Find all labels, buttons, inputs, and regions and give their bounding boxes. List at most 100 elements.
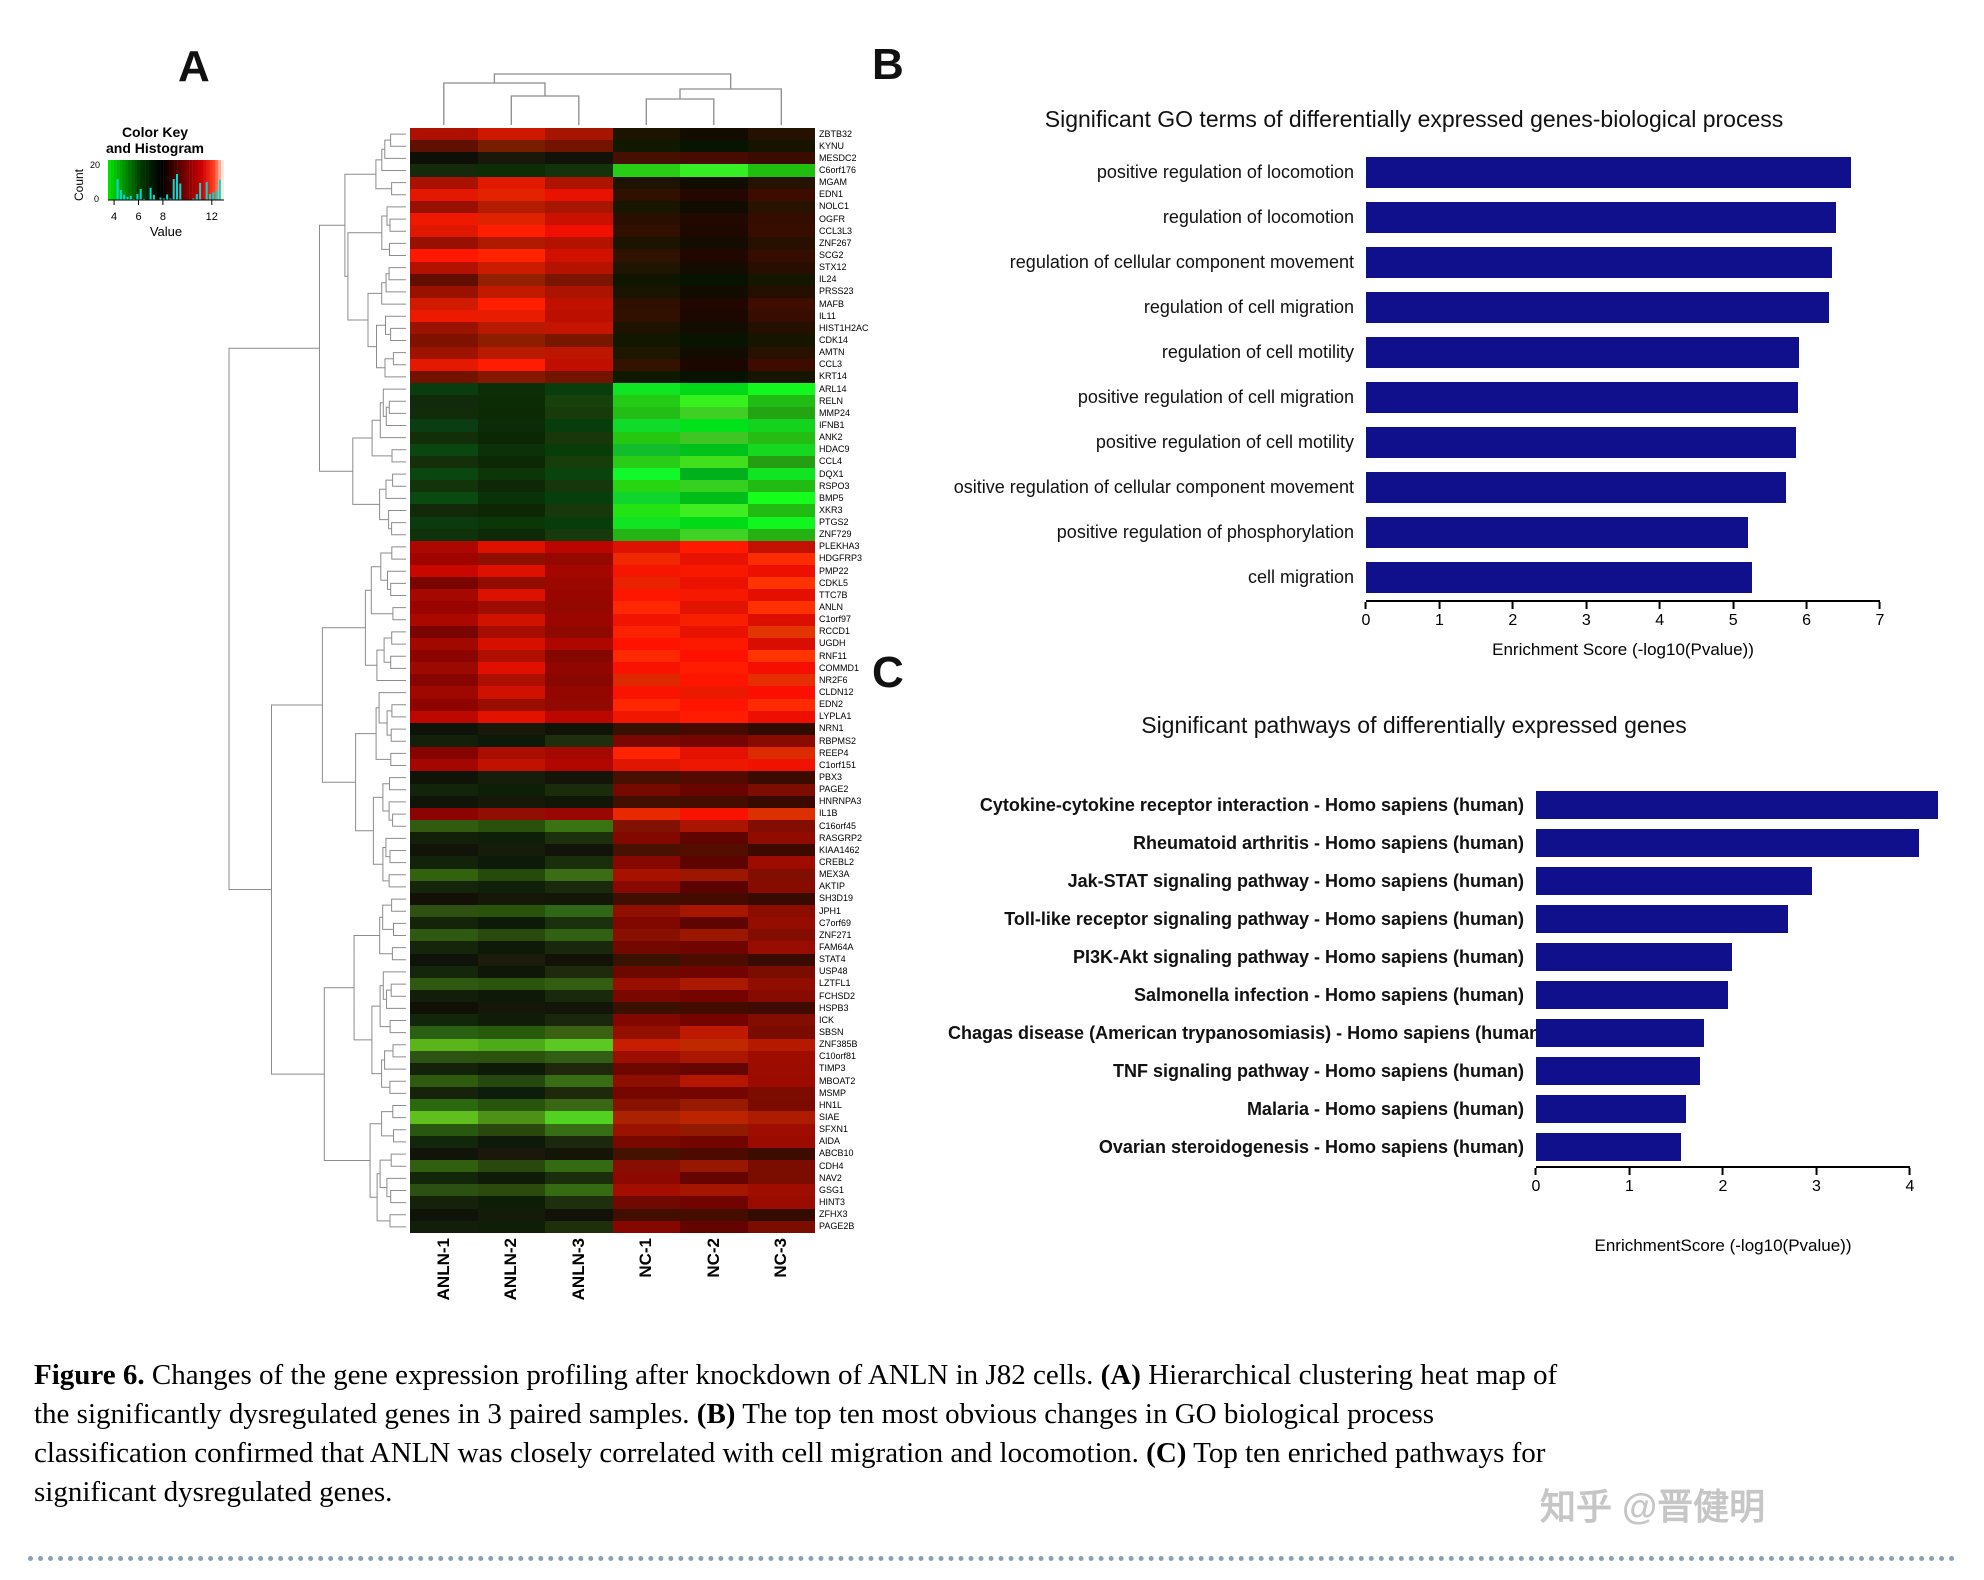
heatmap-cell xyxy=(747,1087,815,1100)
gene-label: ANLN xyxy=(819,602,844,613)
heatmap-cell xyxy=(680,905,748,918)
heatmap-cell xyxy=(612,759,680,772)
heatmap-row xyxy=(410,322,815,335)
bar-label: PI3K-Akt signaling pathway - Homo sapien… xyxy=(1072,946,1524,967)
heatmap-cell xyxy=(477,164,545,177)
go-axis-spacer xyxy=(948,600,1366,634)
heatmap-cell xyxy=(477,1159,545,1173)
axis-tick: 4 xyxy=(1655,602,1664,630)
bar-label: Malaria - Homo sapiens (human) xyxy=(1246,1098,1524,1119)
heatmap-cell xyxy=(612,492,680,505)
color-key-title-line1: Color Key xyxy=(121,124,189,140)
heatmap-cell xyxy=(747,771,815,784)
bar xyxy=(1366,517,1748,548)
heatmap-cell xyxy=(680,358,748,371)
heatmap-cell xyxy=(477,1062,545,1075)
heatmap-cell xyxy=(747,735,815,748)
heatmap-cell xyxy=(747,322,815,335)
bar xyxy=(1366,337,1800,368)
heatmap-cell xyxy=(612,1014,680,1027)
bar xyxy=(1366,292,1829,323)
heatmap-cell xyxy=(612,965,680,978)
color-key-title-line2: and Histogram xyxy=(105,140,204,157)
bar xyxy=(1366,157,1851,188)
heatmap-cell xyxy=(747,1196,815,1209)
heatmap-cell xyxy=(410,892,478,905)
heatmap-cell xyxy=(747,370,815,383)
bar-row: Salmonella infection - Homo sapiens (hum… xyxy=(948,976,1910,1014)
sample-label: ANLN-1 xyxy=(410,1238,478,1334)
bar-label: Ovarian steroidogenesis - Homo sapiens (… xyxy=(1098,1136,1524,1157)
bar xyxy=(1536,791,1939,819)
heatmap-cell xyxy=(410,783,478,796)
axis-tick: 1 xyxy=(1625,1168,1634,1196)
color-key-body: Count 20 0 xyxy=(70,160,240,210)
heatmap-cell xyxy=(545,164,613,177)
heatmap-cell xyxy=(680,1050,748,1063)
heatmap-cell xyxy=(612,1111,680,1124)
bar-row: regulation of cell migration xyxy=(948,285,1880,330)
heatmap-row xyxy=(410,844,815,857)
value-tick: 8 xyxy=(159,211,166,224)
heatmap-cell xyxy=(747,1062,815,1075)
heatmap-cell xyxy=(747,358,815,371)
gene-label: ZBTB32 xyxy=(819,128,853,139)
bar-row: PI3K-Akt signaling pathway - Homo sapien… xyxy=(948,938,1910,976)
heatmap-cell xyxy=(545,795,613,808)
bar-label: Cytokine-cytokine receptor interaction -… xyxy=(979,794,1524,815)
heatmap-cell xyxy=(747,929,815,942)
heatmap-cell xyxy=(477,443,545,456)
heatmap-cell xyxy=(680,188,748,201)
heatmap-cell xyxy=(680,1111,748,1124)
gene-label: CDH4 xyxy=(819,1160,844,1171)
heatmap-cell xyxy=(747,261,815,274)
heatmap-row xyxy=(410,710,815,723)
heatmap-cell xyxy=(477,1196,545,1209)
bar xyxy=(1366,562,1752,593)
heatmap-row xyxy=(410,1002,815,1015)
heatmap-row xyxy=(410,686,815,699)
heatmap-cell xyxy=(680,807,748,821)
heatmap-cell xyxy=(410,504,478,517)
heatmap-row xyxy=(410,382,815,396)
heatmap-cell xyxy=(612,540,680,553)
heatmap-row xyxy=(410,1026,815,1039)
bar-track xyxy=(1536,1133,1910,1161)
heatmap-cell xyxy=(747,698,815,711)
heatmap-cell xyxy=(410,650,478,663)
sample-label-text: NC-3 xyxy=(771,1238,791,1278)
heatmap-cell xyxy=(410,565,478,578)
heatmap-cell xyxy=(612,577,680,590)
heatmap-cell xyxy=(680,431,748,444)
gene-label: COMMD1 xyxy=(819,662,859,673)
heatmap-cell xyxy=(477,989,545,1003)
heatmap-cell xyxy=(545,310,613,323)
heatmap-cell xyxy=(410,285,478,298)
heatmap-cell xyxy=(545,431,613,444)
heatmap-cell xyxy=(747,1135,815,1148)
sample-label-text: ANLN-1 xyxy=(433,1238,453,1301)
gene-label: RBPMS2 xyxy=(819,735,857,746)
heatmap-row xyxy=(410,140,815,153)
heatmap-cell xyxy=(680,637,748,651)
heatmap-row xyxy=(410,783,815,796)
bar-label: regulation of cellular component movemen… xyxy=(1009,252,1354,272)
heatmap-cell xyxy=(410,249,478,262)
heatmap-row xyxy=(410,164,815,177)
heatmap-cell xyxy=(612,650,680,663)
heatmap-cell xyxy=(545,188,613,201)
gene-label: C10orf81 xyxy=(819,1051,857,1062)
heatmap-cell xyxy=(747,395,815,408)
gene-label: UGDH xyxy=(819,638,846,649)
heatmap-cell xyxy=(410,467,478,481)
heatmap-cell xyxy=(680,516,748,529)
heatmap-cell xyxy=(545,261,613,274)
heatmap-cell xyxy=(747,297,815,311)
heatmap-cell xyxy=(545,917,613,930)
heatmap-row xyxy=(410,832,815,845)
heatmap-cell xyxy=(477,176,545,189)
heatmap-cell xyxy=(612,273,680,286)
heatmap-cell xyxy=(477,783,545,796)
sample-label-text: NC-1 xyxy=(636,1238,656,1278)
heatmap-cell xyxy=(477,880,545,893)
